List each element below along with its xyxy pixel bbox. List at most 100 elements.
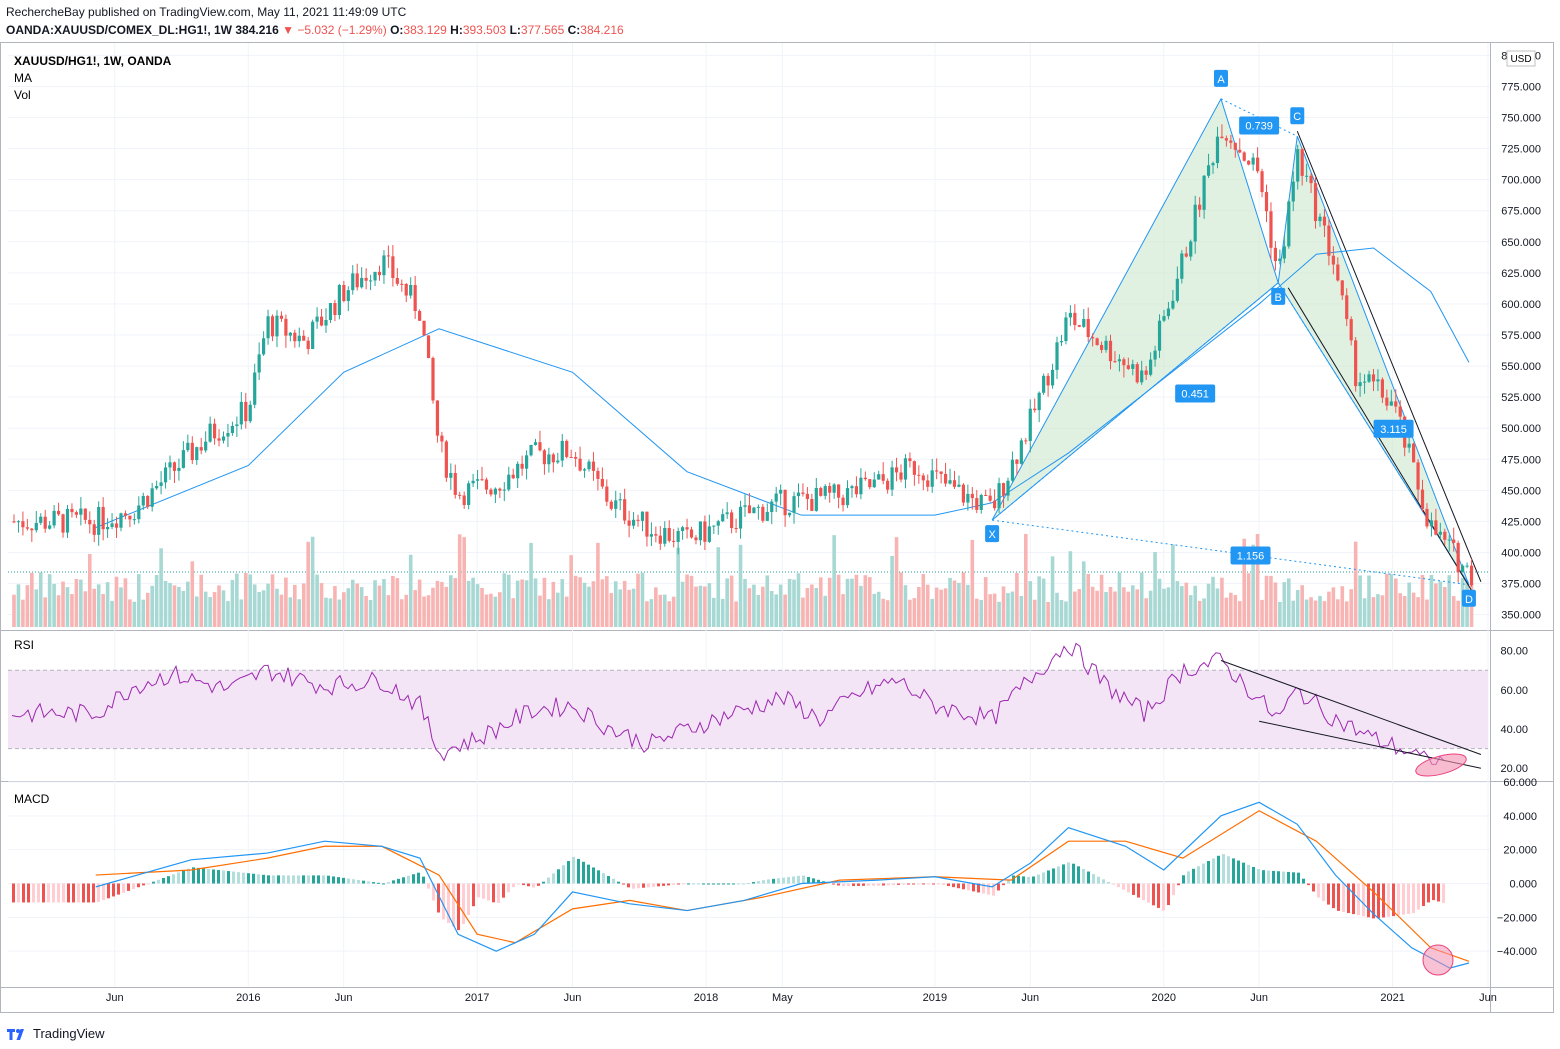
- volume-bar: [301, 583, 306, 627]
- volume-bar: [1171, 544, 1175, 627]
- candle-body: [631, 519, 636, 526]
- macd-histogram-bar: [412, 874, 415, 884]
- macd-histogram-bar: [1017, 875, 1020, 884]
- macd-histogram-bar: [312, 875, 315, 884]
- macd-histogram-bar: [597, 870, 600, 884]
- price-tick-label: 750.000: [1501, 113, 1541, 125]
- volume-bar: [270, 574, 275, 627]
- macd-histogram-bar: [1242, 862, 1245, 884]
- volume-bar: [738, 544, 743, 627]
- volume-bar: [1358, 575, 1362, 627]
- volume-bar: [836, 574, 841, 627]
- close-label: C:: [567, 23, 581, 37]
- macd-histogram-bar: [497, 883, 500, 903]
- volume-bar: [1157, 578, 1162, 627]
- macd-histogram-bar: [27, 883, 30, 903]
- volume-bar: [1104, 592, 1108, 627]
- macd-histogram-bar: [717, 883, 720, 885]
- volume-bar: [564, 596, 569, 627]
- macd-histogram-bar: [1167, 883, 1170, 906]
- volume-bar: [555, 592, 560, 627]
- macd-histogram-bar: [552, 873, 555, 884]
- candle-body: [302, 335, 306, 341]
- volume-bar: [422, 596, 426, 627]
- candle-body: [814, 487, 818, 511]
- volume-bar: [1211, 576, 1215, 627]
- candle-body: [279, 315, 284, 319]
- candle-body: [1438, 531, 1442, 535]
- candle-body: [1233, 142, 1237, 150]
- pattern-point-label: D: [1465, 594, 1473, 606]
- volume-bar: [1046, 601, 1050, 627]
- volume-bar: [1184, 582, 1189, 627]
- macd-histogram-bar: [502, 883, 505, 898]
- candle-body: [689, 529, 694, 538]
- candle-body: [1198, 204, 1202, 210]
- macd-histogram-bar: [1207, 861, 1210, 884]
- candle-body: [1380, 379, 1384, 398]
- volume-bar: [172, 585, 177, 627]
- candle-body: [1394, 401, 1398, 407]
- volume-bar: [181, 590, 186, 627]
- volume-bar: [489, 593, 493, 627]
- volume-bar: [988, 594, 992, 627]
- macd-histogram-bar: [492, 883, 495, 903]
- volume-bar: [288, 597, 293, 627]
- rsi-tick-label: 60.00: [1500, 685, 1528, 697]
- volume-bar: [417, 579, 422, 627]
- candle-body: [244, 401, 248, 422]
- candle-body: [1068, 312, 1072, 318]
- volume-bar: [939, 589, 943, 627]
- candle-body: [600, 478, 604, 487]
- candle-body: [779, 489, 783, 494]
- footer-brand[interactable]: TradingView: [6, 1026, 105, 1041]
- macd-histogram-bar: [1142, 883, 1145, 901]
- volume-bar: [1367, 575, 1371, 627]
- macd-histogram-bar: [42, 883, 45, 903]
- candle-body: [725, 512, 729, 515]
- candle-body: [364, 277, 368, 281]
- volume-bar: [25, 585, 30, 627]
- candle-body: [850, 486, 854, 489]
- currency-badge: USD: [1510, 54, 1531, 65]
- macd-histogram-bar: [142, 883, 145, 886]
- macd-histogram-bar: [177, 872, 180, 884]
- macd-histogram-bar: [637, 883, 640, 889]
- volume-bar: [845, 578, 850, 627]
- volume-bar: [1246, 573, 1251, 627]
- candle-body: [1465, 565, 1469, 567]
- time-tick-label: 2016: [236, 992, 260, 1004]
- volume-bar: [480, 587, 484, 627]
- candle-body: [1157, 320, 1162, 351]
- candle-body: [805, 493, 810, 500]
- candle-body: [1077, 325, 1081, 327]
- volume-bar: [217, 585, 221, 627]
- candle-body: [886, 480, 890, 490]
- volume-bar: [471, 577, 475, 627]
- candle-body: [796, 492, 801, 497]
- volume-bar: [159, 548, 163, 627]
- candle-body: [1255, 157, 1260, 172]
- macd-histogram-bar: [397, 878, 400, 884]
- support-trendline: [1287, 287, 1474, 594]
- volume-bar: [52, 583, 56, 627]
- candle-body: [1215, 136, 1220, 164]
- candle-body: [391, 256, 395, 278]
- candle-body: [1376, 379, 1380, 382]
- macd-histogram-bar: [812, 878, 815, 884]
- rsi-highlight-circle: [1415, 753, 1467, 777]
- volume-bar: [814, 588, 819, 627]
- macd-histogram-bar: [1082, 868, 1085, 884]
- open-value: 383.129: [403, 23, 447, 37]
- macd-histogram-bar: [227, 871, 230, 884]
- volume-bar: [1073, 591, 1077, 627]
- macd-histogram-bar: [532, 883, 535, 888]
- macd-histogram-bar: [777, 878, 780, 884]
- volume-bar: [484, 594, 489, 627]
- macd-histogram-bar: [1212, 858, 1215, 884]
- macd-histogram-bar: [1382, 883, 1385, 918]
- volume-bar: [1162, 588, 1166, 627]
- candle-body: [221, 436, 226, 441]
- macd-tick-label: −40.000: [1497, 946, 1537, 958]
